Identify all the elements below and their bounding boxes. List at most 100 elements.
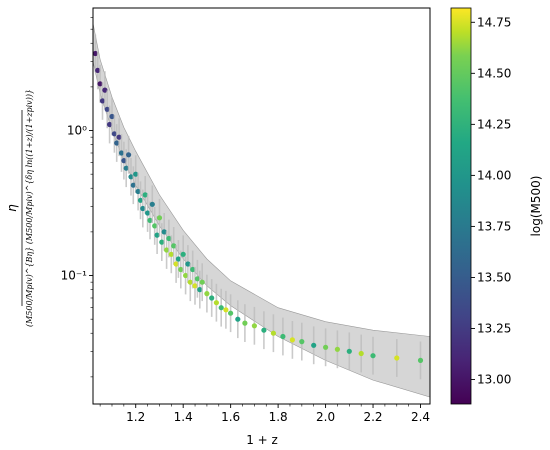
data-marker xyxy=(97,81,103,87)
data-point xyxy=(145,194,151,232)
y-tick-label: 10⁰ xyxy=(67,124,87,138)
data-point xyxy=(166,219,172,258)
data-marker xyxy=(192,283,198,289)
y-axis-label: η (M500/Mpiv)^{Bη} (M500/Mpiv)^{δη ln((1… xyxy=(5,89,34,327)
data-point xyxy=(107,105,113,144)
data-point xyxy=(152,207,158,245)
data-point xyxy=(370,336,376,375)
data-point xyxy=(133,155,139,194)
data-marker xyxy=(133,171,139,177)
data-marker xyxy=(102,87,108,93)
data-marker xyxy=(128,174,134,180)
plot-frame xyxy=(92,7,431,405)
data-point xyxy=(209,279,215,317)
data-point xyxy=(126,135,132,174)
data-marker xyxy=(109,113,115,120)
data-marker xyxy=(280,333,286,340)
data-point xyxy=(149,185,155,224)
data-point xyxy=(118,134,125,172)
data-marker xyxy=(171,243,177,249)
data-point xyxy=(135,172,141,211)
data-marker xyxy=(156,215,163,221)
data-marker xyxy=(299,339,305,345)
data-point xyxy=(137,181,144,220)
data-point xyxy=(299,322,305,361)
data-point xyxy=(121,141,127,180)
data-marker xyxy=(130,182,136,188)
data-marker xyxy=(111,131,117,137)
y-tick-label: 10⁻¹ xyxy=(61,269,88,283)
data-marker xyxy=(142,192,148,198)
data-point xyxy=(99,82,106,120)
data-point xyxy=(185,245,191,283)
data-point xyxy=(346,332,352,371)
x-tick-label: 1.8 xyxy=(269,410,288,424)
data-marker xyxy=(107,121,113,128)
colorbar-tick-label: 13.00 xyxy=(477,373,511,387)
data-marker xyxy=(175,256,181,262)
data-marker xyxy=(152,223,158,229)
data-marker xyxy=(289,337,295,343)
data-marker xyxy=(199,279,205,285)
data-point xyxy=(114,124,120,162)
data-marker xyxy=(168,251,174,257)
data-point xyxy=(417,341,424,380)
data-point xyxy=(93,34,98,73)
data-marker xyxy=(114,140,120,146)
data-point xyxy=(175,240,181,278)
data-marker xyxy=(334,346,340,352)
colorbar-tick-label: 14.25 xyxy=(477,117,511,131)
data-point xyxy=(154,216,160,254)
data-point xyxy=(394,339,400,377)
data-point xyxy=(323,328,329,367)
data-marker xyxy=(190,266,196,273)
data-point xyxy=(261,311,267,350)
data-point xyxy=(311,326,317,365)
data-marker xyxy=(116,134,122,140)
data-marker xyxy=(121,158,127,164)
data-marker xyxy=(154,232,160,238)
data-point xyxy=(161,213,167,251)
data-marker xyxy=(147,217,153,223)
data-marker xyxy=(145,210,151,216)
y-axis-label-numerator: η xyxy=(5,204,19,212)
colorbar-label: log(M500) xyxy=(529,176,543,237)
colorbar-tick-label: 14.75 xyxy=(477,15,511,29)
x-tick-label: 2.2 xyxy=(363,410,382,424)
data-point xyxy=(140,189,146,228)
data-marker xyxy=(183,272,189,279)
data-marker xyxy=(178,266,184,273)
data-point xyxy=(180,235,186,274)
data-point xyxy=(190,250,196,289)
data-marker xyxy=(159,239,165,245)
data-marker xyxy=(149,201,155,207)
data-point xyxy=(213,283,219,322)
data-point xyxy=(242,304,248,342)
data-point xyxy=(97,64,103,103)
y-axis-label-denominator: (M500/Mpiv)^{Bη} (M500/Mpiv)^{δη ln((1+z… xyxy=(25,89,34,327)
data-point xyxy=(334,330,340,369)
colorbar-tick-label: 14.00 xyxy=(477,168,511,182)
x-tick-label: 2.4 xyxy=(411,410,430,424)
data-point xyxy=(218,288,224,327)
data-point xyxy=(358,334,364,373)
data-marker xyxy=(187,279,193,285)
data-point xyxy=(204,274,210,313)
data-marker xyxy=(99,98,106,104)
data-marker xyxy=(180,251,186,257)
x-tick-label: 1.4 xyxy=(174,410,193,424)
data-marker xyxy=(135,188,141,195)
data-marker xyxy=(95,67,101,73)
data-point xyxy=(147,201,153,240)
data-marker xyxy=(223,307,229,313)
data-marker xyxy=(394,355,400,361)
data-marker xyxy=(251,323,257,329)
data-marker xyxy=(228,310,234,316)
data-point xyxy=(199,263,205,302)
data-point xyxy=(156,198,163,237)
data-marker xyxy=(164,247,170,253)
data-point xyxy=(192,266,198,305)
data-marker xyxy=(209,295,215,301)
data-point xyxy=(130,166,136,205)
